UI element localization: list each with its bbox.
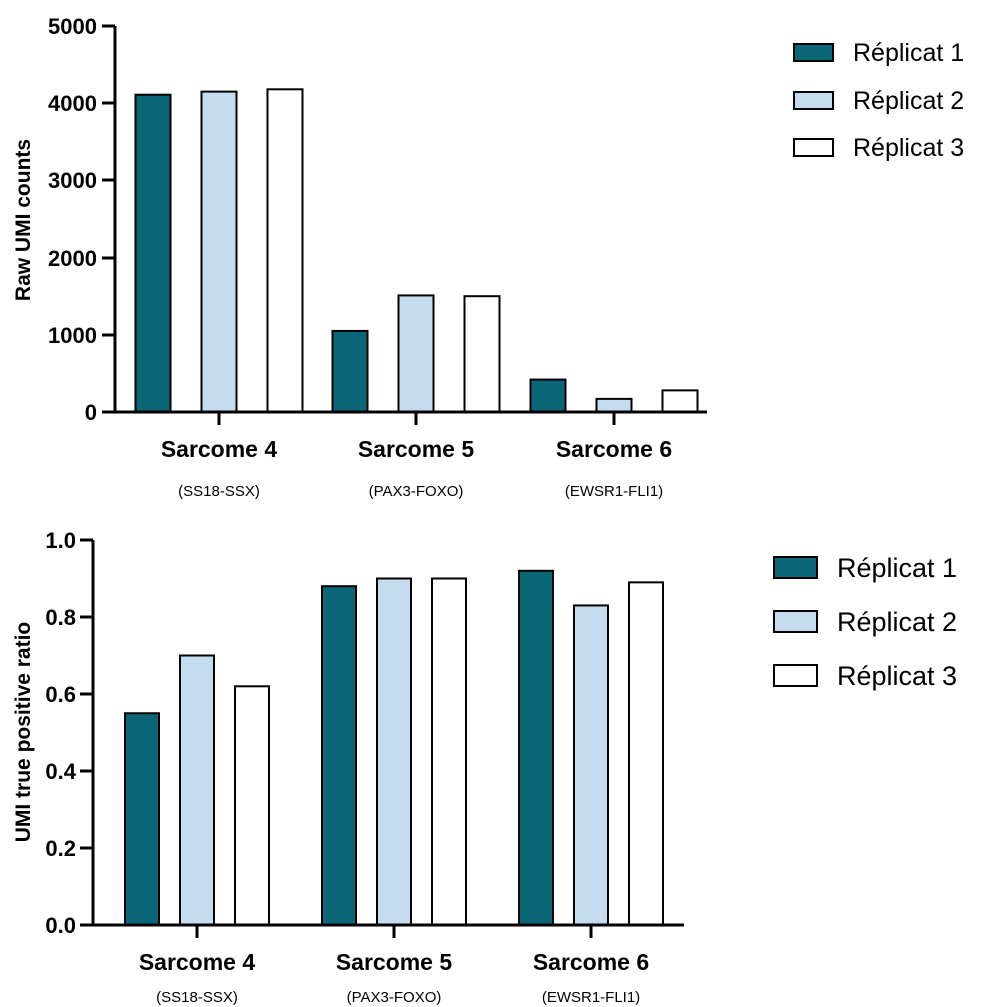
bars: [134, 88, 699, 414]
bar-replicat-2-sarcome-6: [595, 397, 633, 414]
x-tick-label: Sarcome 6: [533, 949, 649, 975]
bar-replicat-1-sarcome-5: [321, 585, 357, 926]
bar-replicat-2-sarcome-6: [573, 604, 609, 926]
x-tick-label: Sarcome 6: [556, 436, 672, 462]
bar-replicat-1-sarcome-6: [518, 569, 554, 926]
y-tick-label: 0: [85, 400, 97, 425]
y-axis-label: Raw UMI counts: [12, 139, 35, 301]
x-axis: Sarcome 4 Sarcome 5 Sarcome 6 (SS18-SSX)…: [92, 923, 684, 1006]
x-tick-sublabel: (EWSR1-FLI1): [565, 483, 663, 500]
bars: [124, 569, 664, 926]
bar-replicat-1-sarcome-4: [134, 93, 172, 413]
legend: Réplicat 1 Réplicat 2 Réplicat 3: [793, 39, 964, 162]
legend-swatch-replicat-1: [773, 556, 818, 579]
legend-label: Réplicat 2: [837, 607, 957, 637]
bar-replicat-2-sarcome-4: [179, 654, 215, 926]
bar-replicat-3-sarcome-5: [463, 295, 501, 414]
bar-replicat-1-sarcome-5: [331, 329, 369, 413]
bar-replicat-2-sarcome-4: [200, 90, 238, 414]
legend: Réplicat 1 Réplicat 2 Réplicat 3: [773, 553, 957, 691]
y-tick-label: 1000: [48, 323, 97, 348]
x-tick-sublabel: (EWSR1-FLI1): [542, 989, 640, 1006]
bar-replicat-3-sarcome-5: [431, 577, 467, 926]
bar-replicat-3-sarcome-4: [234, 685, 270, 926]
bar-replicat-3-sarcome-6: [661, 389, 699, 414]
legend-label: Réplicat 3: [853, 134, 964, 162]
y-axis: 1.0 0.8 0.6 0.4 0.2 0.0: [45, 528, 95, 938]
x-tick-sublabel: (SS18-SSX): [178, 483, 260, 500]
legend-label: Réplicat 3: [837, 661, 957, 691]
legend-label: Réplicat 1: [837, 553, 957, 583]
y-axis-label: UMI true positive ratio: [12, 622, 35, 843]
chart-umi-true-positive-ratio: UMI true positive ratio 1.0 0.8 0.6 0.4 …: [12, 528, 957, 1006]
y-axis: 5000 4000 3000 2000 1000 0: [48, 14, 117, 425]
x-tick-label: Sarcome 5: [358, 436, 475, 462]
legend-swatch-replicat-3: [773, 664, 818, 687]
y-tick-label: 0.4: [45, 759, 76, 784]
bar-replicat-3-sarcome-4: [266, 88, 304, 414]
x-tick-label: Sarcome 4: [139, 949, 256, 975]
legend-swatch-replicat-2: [793, 91, 834, 110]
legend-label: Réplicat 1: [853, 39, 964, 67]
x-tick-sublabel: (SS18-SSX): [156, 989, 238, 1006]
y-tick-label: 0.2: [45, 836, 76, 861]
legend-label: Réplicat 2: [853, 87, 964, 115]
x-tick-sublabel: (PAX3-FOXO): [369, 483, 464, 500]
y-tick-label: 5000: [48, 14, 97, 39]
bar-replicat-2-sarcome-5: [397, 294, 435, 414]
y-tick-label: 0.8: [45, 605, 76, 630]
bar-replicat-1-sarcome-4: [124, 712, 160, 926]
y-tick-label: 3000: [48, 168, 97, 193]
y-tick-label: 1.0: [45, 528, 76, 553]
bar-replicat-2-sarcome-5: [376, 577, 412, 926]
legend-swatch-replicat-3: [793, 138, 834, 157]
y-tick-label: 2000: [48, 246, 97, 271]
x-axis: Sarcome 4 Sarcome 5 Sarcome 6 (SS18-SSX)…: [114, 410, 707, 500]
chart-raw-umi-counts: Raw UMI counts 5000 4000 3000 2000 1000 …: [12, 14, 964, 500]
x-tick-label: Sarcome 5: [336, 949, 453, 975]
legend-swatch-replicat-2: [773, 610, 818, 633]
x-tick-label: Sarcome 4: [161, 436, 278, 462]
y-tick-label: 0.0: [45, 913, 76, 938]
legend-swatch-replicat-1: [793, 43, 834, 62]
bar-replicat-3-sarcome-6: [628, 581, 664, 926]
y-tick-label: 4000: [48, 91, 97, 116]
y-tick-label: 0.6: [45, 682, 76, 707]
x-tick-sublabel: (PAX3-FOXO): [347, 989, 442, 1006]
bar-replicat-1-sarcome-6: [529, 378, 567, 413]
